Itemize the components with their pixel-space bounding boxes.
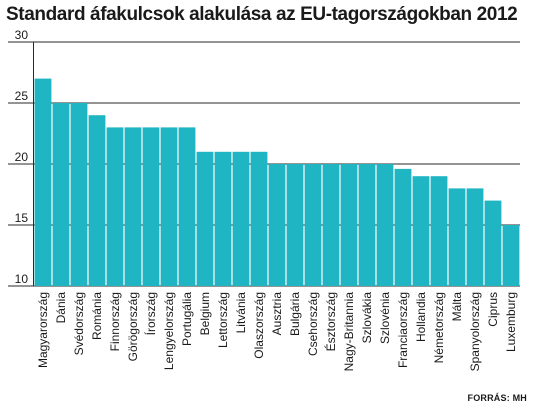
bars (34, 78, 520, 287)
x-tick-label: Észtország (323, 292, 338, 351)
x-tick-label: Olaszország (252, 292, 266, 359)
x-tick-label: Nagy-Britannia (342, 292, 356, 372)
x-axis-labels: Magyarország Dánia Svédország Románia Finnor… (36, 292, 518, 372)
bar (322, 164, 340, 286)
x-tick-label: Hollandia (414, 292, 428, 342)
bar (358, 164, 376, 286)
y-tick-label: 20 (15, 150, 29, 164)
bar (466, 188, 484, 286)
x-tick-label: Portugália (180, 292, 194, 346)
y-tick-label: 30 (15, 28, 29, 42)
bar (340, 164, 358, 286)
bar (268, 164, 286, 286)
bar (160, 127, 178, 287)
x-tick-label: Románia (90, 292, 104, 340)
x-tick-label: Dánia (54, 292, 68, 324)
bar (484, 200, 502, 286)
x-tick-label: Belgium (198, 292, 212, 335)
bar (106, 127, 124, 287)
y-tick-label: 10 (15, 272, 29, 286)
x-tick-label: Lengyelország (162, 292, 176, 370)
x-tick-label: Németország (432, 292, 446, 363)
bar (286, 164, 304, 286)
bar (250, 151, 268, 286)
bar (214, 151, 232, 286)
y-axis: 10 15 20 25 30 (15, 28, 34, 286)
x-tick-label: Szlovákia (360, 292, 374, 344)
x-tick-label: Ciprus (486, 292, 500, 327)
x-tick-label: Litvánia (234, 292, 248, 334)
x-tick-label: Lettország (216, 292, 230, 348)
bar (52, 103, 70, 286)
bar (124, 127, 142, 287)
x-tick-label: Spanyolország (468, 292, 482, 371)
bar (394, 168, 412, 286)
x-tick-label: Luxemburg (504, 292, 518, 352)
bar (412, 176, 430, 286)
x-tick-label: Szlovénia (378, 292, 392, 344)
bar (376, 164, 394, 286)
x-tick-label: Bulgária (288, 292, 302, 336)
bar (196, 151, 214, 286)
x-tick-label: Ausztria (270, 292, 284, 336)
source-note: FORRÁS: MH (467, 393, 527, 403)
y-tick-label: 15 (15, 211, 29, 225)
bar (88, 115, 106, 286)
x-tick-label: Magyarország (36, 292, 50, 368)
bar (34, 78, 52, 286)
x-tick-label: Málta (450, 292, 464, 322)
x-tick-label: Svédország (72, 292, 86, 355)
x-tick-label: Görögország (126, 292, 140, 361)
bar (430, 176, 448, 286)
chart-title: Standard áfakulcsok alakulása az EU-tago… (6, 4, 518, 25)
bar (70, 103, 88, 286)
x-tick-label: Írország (143, 292, 158, 335)
x-tick-label: Franciaország (396, 292, 410, 368)
bar (502, 225, 520, 286)
y-tick-label: 25 (15, 89, 29, 103)
bar (142, 127, 160, 287)
x-tick-label: Csehország (306, 292, 320, 356)
bar (178, 127, 196, 287)
x-tick-label: Finnország (108, 292, 122, 351)
bar (448, 188, 466, 286)
bar (232, 151, 250, 286)
bar (304, 164, 322, 286)
